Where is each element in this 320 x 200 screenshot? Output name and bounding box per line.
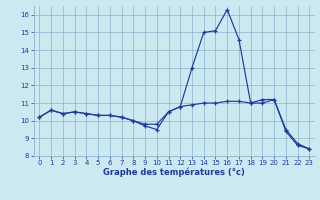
X-axis label: Graphe des températures (°c): Graphe des températures (°c) [103,168,245,177]
